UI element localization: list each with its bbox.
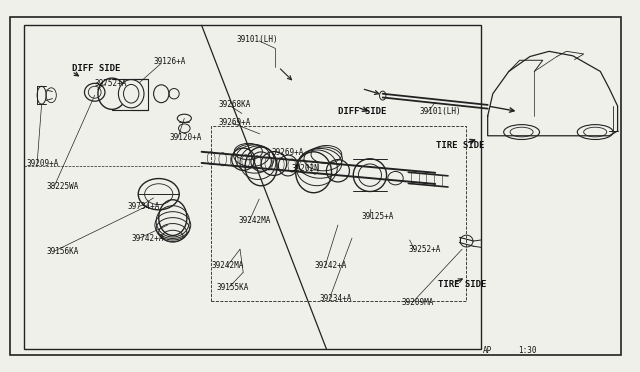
Text: 39742+A: 39742+A xyxy=(131,234,164,243)
Text: 39126+A: 39126+A xyxy=(154,57,186,66)
Text: 1:30: 1:30 xyxy=(518,346,537,355)
Text: 39242MA: 39242MA xyxy=(211,262,244,270)
Text: 39125+A: 39125+A xyxy=(362,212,394,221)
Text: DIFF SIDE: DIFF SIDE xyxy=(72,64,120,73)
Text: 38225WA: 38225WA xyxy=(46,182,79,190)
Text: 39268KA: 39268KA xyxy=(219,100,252,109)
Text: 39120+A: 39120+A xyxy=(170,133,202,142)
Bar xyxy=(211,126,466,301)
Text: 39269+A: 39269+A xyxy=(272,148,305,157)
Text: TIRE SIDE: TIRE SIDE xyxy=(436,141,485,150)
Text: 39752+A: 39752+A xyxy=(95,79,127,88)
Ellipse shape xyxy=(118,80,144,108)
Text: 39242MA: 39242MA xyxy=(238,216,271,225)
Text: DIFF SIDE: DIFF SIDE xyxy=(338,107,387,116)
Text: 39101(LH): 39101(LH) xyxy=(237,35,278,44)
Text: 39234+A: 39234+A xyxy=(320,294,353,303)
Text: 39155KA: 39155KA xyxy=(216,283,249,292)
Text: TIRE SIDE: TIRE SIDE xyxy=(438,280,487,289)
Text: 39269+A: 39269+A xyxy=(219,118,252,126)
Text: 39156KA: 39156KA xyxy=(46,247,79,256)
Text: 39734+A: 39734+A xyxy=(128,202,161,211)
Text: AP: AP xyxy=(483,346,492,355)
Text: 39209+A: 39209+A xyxy=(27,159,60,168)
Bar xyxy=(24,25,481,349)
Text: 39209MA: 39209MA xyxy=(402,298,435,307)
Text: 39101(LH): 39101(LH) xyxy=(419,107,461,116)
Text: 39242+A: 39242+A xyxy=(315,262,348,270)
Text: 39202N: 39202N xyxy=(291,164,319,173)
Text: 39252+A: 39252+A xyxy=(408,246,441,254)
